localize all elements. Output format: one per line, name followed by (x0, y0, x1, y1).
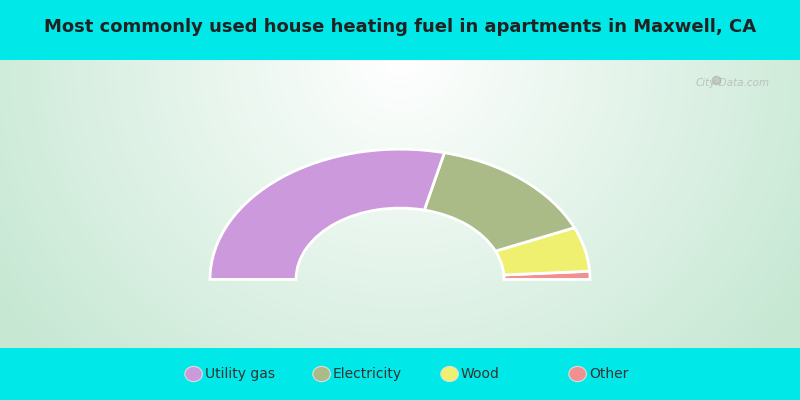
Text: Electricity: Electricity (333, 367, 402, 381)
Wedge shape (210, 149, 444, 280)
Text: Utility gas: Utility gas (205, 367, 275, 381)
Wedge shape (424, 153, 574, 251)
Wedge shape (495, 228, 590, 275)
Text: City-Data.com: City-Data.com (696, 78, 770, 88)
Wedge shape (504, 271, 590, 280)
Text: Other: Other (589, 367, 628, 381)
Text: Most commonly used house heating fuel in apartments in Maxwell, CA: Most commonly used house heating fuel in… (44, 18, 756, 36)
Text: Wood: Wood (461, 367, 500, 381)
